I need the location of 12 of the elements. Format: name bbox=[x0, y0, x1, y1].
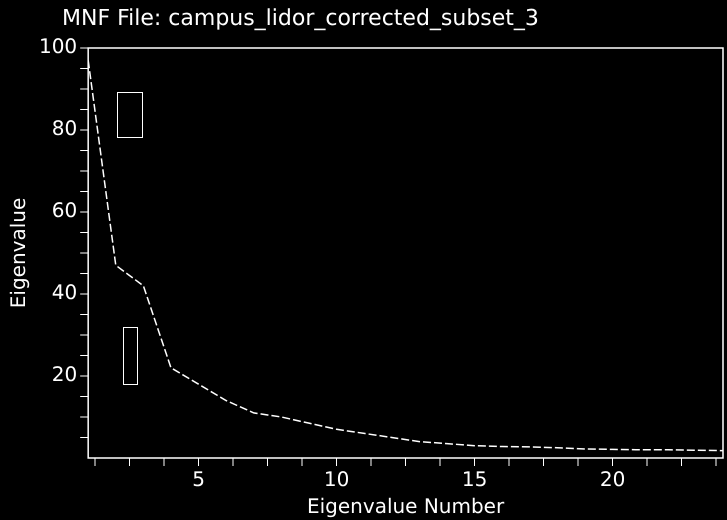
x-tick-label: 20 bbox=[600, 467, 626, 492]
y-tick-label: 20 bbox=[52, 362, 78, 386]
x-tick-label: 5 bbox=[192, 467, 205, 492]
y-tick-label: 60 bbox=[52, 198, 78, 222]
x-tick-label: 15 bbox=[462, 467, 488, 492]
y-tick-label: 40 bbox=[52, 280, 78, 304]
y-axis-title: Eigenvalue bbox=[6, 198, 30, 308]
x-tick-label: 10 bbox=[324, 467, 350, 492]
chart-title: MNF File: campus_lidor_corrected_subset_3 bbox=[62, 6, 539, 31]
y-tick-label: 80 bbox=[52, 116, 78, 140]
y-tick-label: 100 bbox=[38, 34, 78, 58]
x-axis-title: Eigenvalue Number bbox=[306, 494, 505, 518]
